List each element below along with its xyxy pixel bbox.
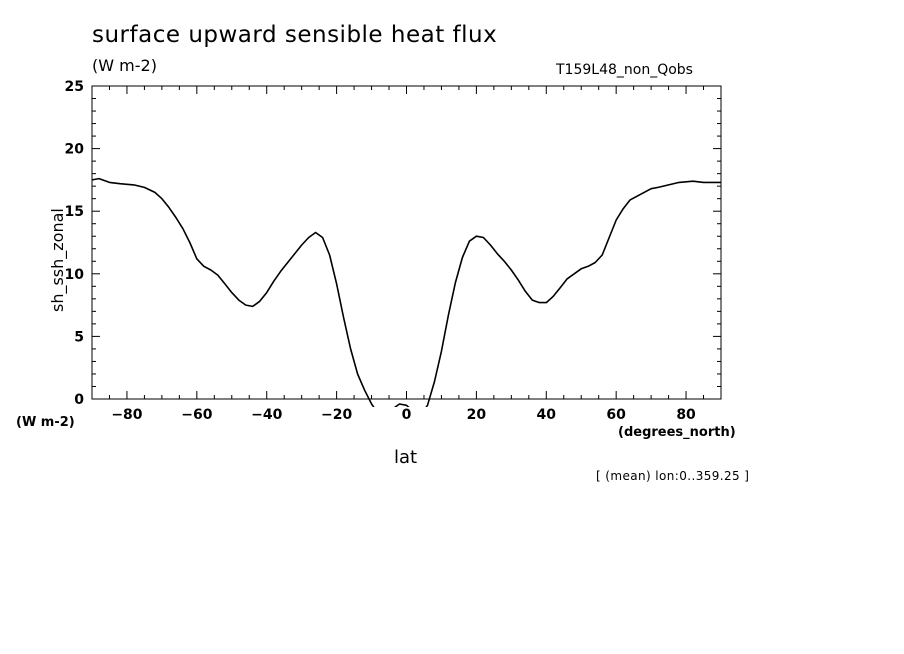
x-tick-label: 80 [676, 407, 696, 423]
series-lines [92, 177, 721, 407]
plot-frame [91, 85, 722, 400]
x-tick-label: 0 [402, 407, 412, 423]
x-tick-label: 20 [467, 407, 487, 423]
x-tick-label: −20 [321, 407, 352, 423]
series-line [92, 177, 721, 407]
y-tick-label: 5 [74, 329, 84, 345]
x-tick-label: −80 [111, 407, 142, 423]
chart-title: surface upward sensible heat flux [92, 22, 498, 48]
x-tick-label: 40 [537, 407, 557, 423]
y-tick-label: 0 [74, 392, 84, 408]
y-tick-label: 10 [65, 267, 85, 283]
x-axis-label: lat [394, 447, 418, 468]
tick-labels: −80 −60 −40 −20 0 20 40 60 80 0 5 10 15 20 25 [65, 79, 697, 423]
averaging-note: [ (mean) lon:0..359.25 ] [596, 469, 750, 483]
x-tick-label: −60 [181, 407, 212, 423]
axis-ticks [91, 85, 722, 400]
chart-units: (W m-2) [92, 56, 157, 75]
y-tick-label: 25 [65, 79, 84, 95]
y-axis-units: (W m-2) [16, 415, 75, 430]
y-tick-label: 15 [65, 204, 84, 220]
x-tick-label: 60 [606, 407, 626, 423]
x-axis-units: (degrees_north) [618, 425, 736, 440]
run-label: T159L48_non_Qobs [556, 62, 693, 78]
x-tick-label: −40 [251, 407, 282, 423]
y-tick-label: 20 [65, 142, 85, 158]
